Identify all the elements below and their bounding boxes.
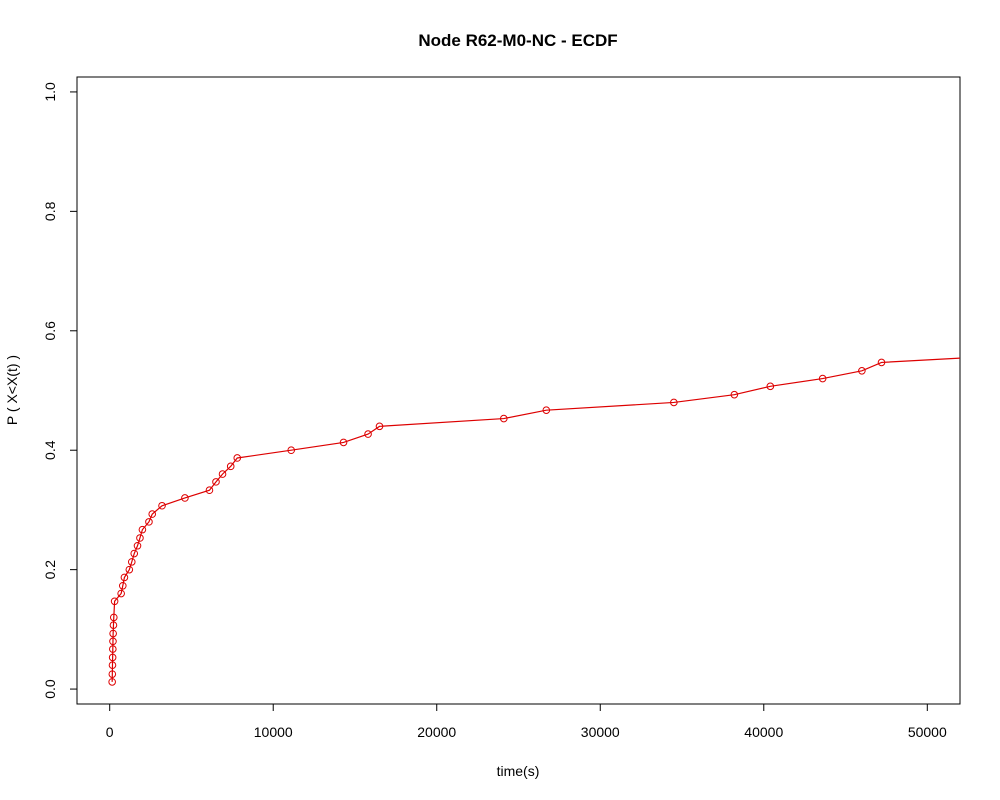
data-point xyxy=(136,534,144,542)
y-tick-label: 0.8 xyxy=(42,201,58,221)
data-point xyxy=(138,525,147,534)
data-point xyxy=(877,358,886,367)
data-point xyxy=(118,581,127,590)
data-point xyxy=(730,390,739,399)
data-point xyxy=(148,510,157,518)
data-point xyxy=(133,541,142,550)
x-tick-label: 0 xyxy=(106,724,114,740)
chart-title: Node R62-M0-NC - ECDF xyxy=(418,31,617,50)
data-point xyxy=(499,414,508,423)
y-tick-label: 0.0 xyxy=(42,679,58,699)
data-point xyxy=(109,645,117,653)
plot-frame xyxy=(76,76,961,705)
data-point xyxy=(145,518,153,526)
y-tick-label: 1.0 xyxy=(42,82,58,102)
series-layer xyxy=(108,354,972,686)
x-tick-label: 30000 xyxy=(581,724,620,740)
data-point xyxy=(108,670,117,678)
data-point xyxy=(108,661,117,669)
data-point xyxy=(542,406,551,415)
y-axis-label: P ( X<X(t) ) xyxy=(4,355,20,425)
data-point xyxy=(858,366,866,375)
data-point xyxy=(205,486,214,495)
x-tick-label: 20000 xyxy=(417,724,456,740)
data-point xyxy=(130,549,139,558)
x-tick-label: 10000 xyxy=(254,724,293,740)
data-point xyxy=(110,597,119,606)
data-point xyxy=(212,478,220,486)
data-point xyxy=(233,454,242,462)
y-tick-label: 0.6 xyxy=(42,321,58,341)
data-point xyxy=(965,354,972,361)
y-tick-label: 0.4 xyxy=(42,440,58,460)
data-point xyxy=(158,501,166,510)
data-point xyxy=(287,446,296,455)
y-axis: 0.0 0.2 0.4 0.6 0.8 1.0 xyxy=(42,82,78,699)
data-point xyxy=(670,398,678,407)
data-point xyxy=(375,422,384,431)
data-point xyxy=(226,462,235,471)
x-tick-label: 40000 xyxy=(744,724,783,740)
y-tick-label: 0.2 xyxy=(42,560,58,580)
data-point xyxy=(108,653,117,662)
data-point xyxy=(339,438,348,447)
data-point xyxy=(108,678,116,686)
data-point xyxy=(766,382,775,391)
data-point xyxy=(109,637,117,646)
x-tick-label: 50000 xyxy=(908,724,947,740)
data-point xyxy=(181,494,189,502)
data-point xyxy=(818,374,827,383)
data-point xyxy=(127,558,136,566)
data-point xyxy=(109,629,117,638)
data-point xyxy=(109,613,118,622)
data-point xyxy=(120,573,129,582)
data-point xyxy=(109,621,118,629)
x-axis: 0 10000 20000 30000 40000 50000 xyxy=(106,703,947,740)
data-point xyxy=(364,430,372,438)
data-point xyxy=(125,565,134,574)
series-line xyxy=(111,357,960,682)
data-point xyxy=(117,589,125,598)
data-point xyxy=(218,470,227,478)
x-axis-label: time(s) xyxy=(497,763,540,779)
